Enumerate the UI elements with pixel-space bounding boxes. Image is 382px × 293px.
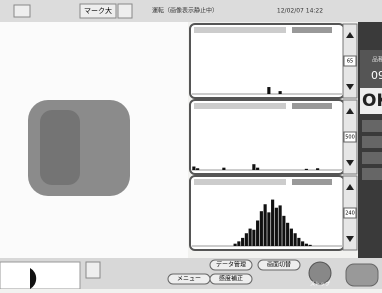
panel-value: 240 — [345, 211, 355, 217]
start-button[interactable] — [346, 264, 378, 286]
panel-header — [194, 103, 286, 109]
mark-button-label: マーク大 — [84, 6, 112, 15]
menu-button-label: メニュー — [177, 276, 201, 283]
tool-button[interactable] — [14, 5, 30, 17]
panel-tab — [292, 179, 332, 185]
product-number: 09 — [371, 69, 382, 82]
histogram-bar — [256, 168, 259, 170]
panel-tab — [292, 27, 332, 33]
histogram-bar — [241, 238, 244, 246]
histogram-bar — [267, 212, 270, 246]
histogram-bar — [271, 200, 274, 246]
histogram-bar — [237, 241, 240, 246]
histogram-panel — [190, 100, 344, 174]
histogram-bar — [234, 244, 237, 246]
histogram-bar — [290, 229, 293, 246]
histogram-bar — [282, 216, 285, 246]
histogram-panel — [190, 24, 344, 98]
stop-label: ストップ — [310, 282, 330, 288]
histogram-bar — [252, 164, 255, 170]
histogram-bar — [264, 204, 267, 246]
thumbnail — [0, 262, 80, 289]
list-item — [362, 152, 382, 164]
list-item — [362, 120, 382, 132]
result: OK — [362, 91, 382, 111]
panel-tab — [292, 103, 332, 109]
histogram-bar — [309, 245, 312, 246]
xray-image — [40, 110, 80, 185]
save-button[interactable] — [86, 262, 100, 278]
histogram-bar — [305, 244, 308, 246]
histogram-bar — [275, 208, 278, 246]
panel-header — [194, 27, 286, 33]
histogram-bar — [279, 91, 282, 94]
screen: マーク大 運転（画像表示静止中） 12/02/07 14:22 品種 09 OK… — [0, 0, 382, 289]
status: 運転（画像表示静止中） — [152, 7, 218, 15]
histogram-bar — [279, 205, 282, 246]
panel-value: 500 — [345, 135, 355, 141]
histogram-bar — [267, 87, 270, 94]
menu-button-label: 感度補正 — [219, 275, 243, 283]
panel-header — [194, 179, 286, 185]
histogram-bar — [245, 233, 248, 246]
histogram-bar — [301, 241, 304, 246]
product-label: 品種 — [372, 56, 382, 64]
histogram-bar — [294, 233, 297, 246]
histogram-bar — [305, 169, 308, 170]
histogram-bar — [256, 220, 259, 246]
histogram-bar — [252, 230, 255, 246]
histogram-bar — [249, 229, 252, 246]
menu-button-label: データ管理 — [216, 261, 246, 269]
list-item — [362, 136, 382, 148]
histogram-bar — [286, 223, 289, 246]
histogram-bar — [196, 168, 199, 170]
tool-button[interactable] — [118, 4, 132, 18]
histogram-bar — [260, 211, 263, 246]
histogram-bar — [222, 168, 225, 170]
datetime: 12/02/07 14:22 — [277, 8, 323, 15]
histogram-bar — [316, 168, 319, 170]
panel-value: 65 — [347, 59, 353, 65]
histogram-panel — [190, 176, 344, 250]
histogram-bar — [192, 167, 195, 170]
menu-button-label: 画面切替 — [267, 261, 291, 269]
list-item — [362, 168, 382, 180]
histogram-bar — [297, 238, 300, 246]
